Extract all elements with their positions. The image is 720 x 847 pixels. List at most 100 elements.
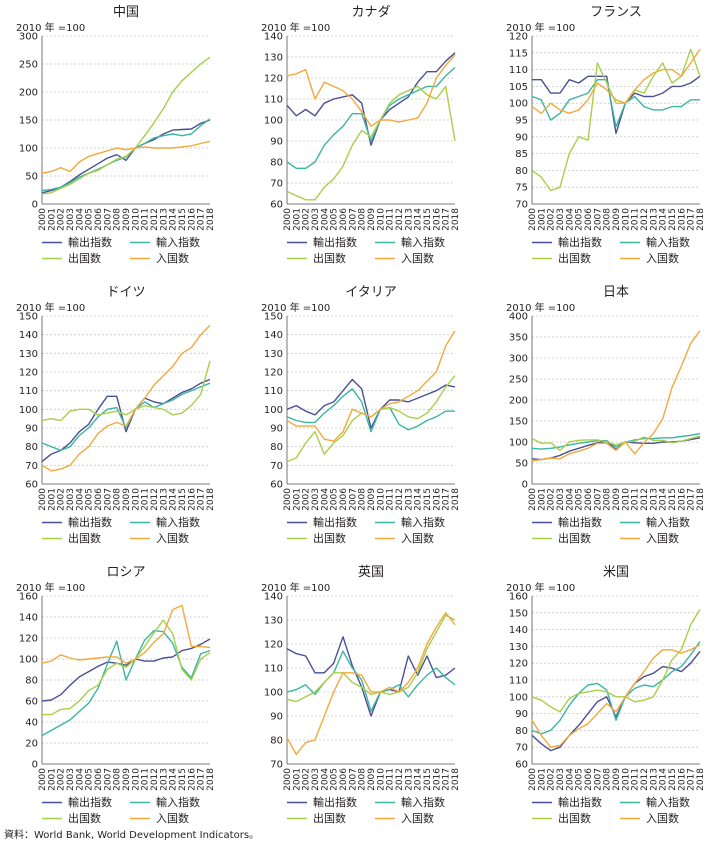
- series-line-3: [41, 604, 211, 664]
- x-tick-label: 2009: [122, 488, 132, 511]
- y-tick-label: 110: [264, 386, 283, 397]
- x-tick-label: 2015: [423, 488, 433, 511]
- legend-label: 入国数: [156, 532, 189, 545]
- x-tick-label: 2007: [593, 208, 603, 231]
- x-tick-label: 2009: [367, 208, 377, 231]
- x-tick-label: 2000: [528, 768, 538, 791]
- y-tick-label: 60: [515, 760, 528, 771]
- x-tick-label: 2015: [668, 488, 678, 511]
- x-tick-label: 2010: [376, 768, 386, 791]
- chart-panel-3: ドイツ 2010 年 =100 60 70 80 90 100 110 120 130 140 150…: [16, 285, 216, 545]
- legend-label: 輸入指数: [646, 235, 690, 249]
- x-tick-label: 2008: [358, 768, 368, 791]
- series-line-1: [531, 78, 700, 128]
- x-tick-label: 2011: [631, 488, 641, 511]
- x-tick-label: 2003: [311, 768, 321, 791]
- x-tick-label: 2006: [584, 768, 594, 791]
- series-line-1: [531, 432, 701, 450]
- y-tick-label: 250: [509, 375, 528, 386]
- y-tick-label: 120: [19, 368, 38, 379]
- legend-label: 輸入指数: [156, 235, 200, 249]
- x-tick-label: 2008: [358, 488, 368, 511]
- x-tick-label: 2002: [57, 208, 67, 231]
- series-line-1: [531, 641, 701, 735]
- series-line-2: [531, 609, 701, 713]
- chart-panel-5: 日本 2010 年 =100 0 50 100 150 200 250 300 350 400 200…: [506, 285, 706, 545]
- series-line-0: [532, 75, 701, 135]
- x-tick-label: 2004: [75, 208, 85, 231]
- y-tick-label: 130: [264, 616, 283, 627]
- y-tick-label: 90: [270, 712, 283, 723]
- x-tick-label: 2016: [677, 768, 687, 791]
- x-tick-label: 2013: [404, 208, 414, 231]
- y-tick-label: 100: [19, 405, 38, 416]
- x-tick-label: 2017: [197, 768, 207, 791]
- x-tick-label: 2014: [169, 768, 179, 791]
- series-line-2: [41, 360, 211, 422]
- legend-label: 輸出指数: [68, 515, 112, 529]
- x-tick-label: 2008: [603, 208, 613, 231]
- x-tick-label: 2004: [320, 208, 330, 231]
- y-tick-label: 0: [32, 760, 38, 771]
- x-tick-label: 2018: [696, 488, 706, 511]
- series-line-2: [41, 56, 211, 195]
- x-tick-label: 2012: [640, 488, 650, 511]
- y-tick-label: 160: [19, 592, 38, 603]
- y-tick-label: 140: [19, 330, 38, 341]
- x-tick-label: 2000: [38, 768, 48, 791]
- y-tick-label: 100: [264, 688, 283, 699]
- x-tick-label: 2010: [131, 488, 141, 511]
- y-tick-label: 50: [515, 459, 528, 470]
- x-tick-label: 2010: [131, 768, 141, 791]
- x-tick-label: 2008: [113, 768, 123, 791]
- source-note: 資料：World Bank, World Development Indicat…: [4, 830, 260, 841]
- x-tick-label: 2011: [386, 208, 396, 231]
- legend-label: 入国数: [401, 812, 434, 825]
- x-tick-label: 2015: [668, 768, 678, 791]
- y-tick-label: 70: [270, 760, 283, 771]
- x-tick-label: 2011: [631, 208, 641, 231]
- chart-panel-1: カナダ 2010 年 =100 60 70 80 90 100 110 120 130 140 200…: [261, 5, 461, 265]
- x-tick-label: 2011: [141, 768, 151, 791]
- x-tick-label: 2001: [47, 208, 57, 231]
- x-tick-label: 2007: [593, 488, 603, 511]
- x-tick-label: 2007: [348, 768, 358, 791]
- x-tick-label: 2010: [376, 488, 386, 511]
- x-tick-label: 2012: [150, 208, 160, 231]
- y-tick-label: 115: [509, 48, 528, 59]
- x-tick-label: 2017: [442, 208, 452, 231]
- x-tick-label: 2000: [283, 768, 293, 791]
- x-tick-label: 2015: [423, 208, 433, 231]
- legend-label: 輸入指数: [156, 515, 200, 529]
- y-tick-label: 130: [264, 349, 283, 360]
- unit-label: 2010 年 =100: [506, 21, 575, 34]
- y-tick-label: 75: [515, 183, 528, 194]
- x-tick-label: 2018: [206, 488, 216, 511]
- x-tick-label: 2003: [66, 208, 76, 231]
- chart-title: 英国: [358, 565, 384, 580]
- x-tick-label: 2010: [131, 208, 141, 231]
- y-tick-label: 95: [515, 116, 528, 127]
- x-tick-label: 2010: [621, 488, 631, 511]
- x-tick-label: 2014: [414, 488, 424, 511]
- series-line-0: [41, 119, 211, 194]
- unit-label: 2010 年 =100: [506, 301, 575, 314]
- x-tick-label: 2016: [187, 208, 197, 231]
- x-tick-label: 2011: [386, 768, 396, 791]
- x-tick-label: 2014: [169, 208, 179, 231]
- x-tick-label: 2016: [432, 488, 442, 511]
- series-line-1: [41, 629, 211, 737]
- x-tick-label: 2005: [85, 208, 95, 231]
- legend-label: 輸出指数: [68, 235, 112, 249]
- y-tick-label: 130: [19, 349, 38, 360]
- x-tick-label: 2014: [659, 768, 669, 791]
- series-line-0: [41, 638, 211, 702]
- series-line-0: [286, 378, 456, 429]
- legend-label: 入国数: [156, 252, 189, 265]
- x-tick-label: 2018: [451, 488, 461, 511]
- y-tick-label: 120: [509, 32, 528, 43]
- y-tick-label: 150: [509, 417, 528, 428]
- x-tick-label: 2015: [423, 768, 433, 791]
- y-tick-label: 250: [19, 60, 38, 71]
